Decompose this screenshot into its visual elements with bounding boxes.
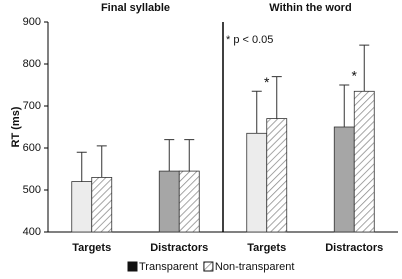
error-bar — [184, 139, 195, 172]
y-tick-label: 900 — [23, 16, 41, 28]
bar — [353, 90, 375, 233]
bar — [266, 118, 288, 233]
y-tick-label: 600 — [23, 142, 41, 154]
bar — [246, 132, 268, 233]
significance-mark: * — [264, 74, 270, 90]
error-bar — [251, 90, 262, 134]
bar — [91, 176, 113, 233]
legend-swatch — [203, 261, 214, 272]
bar — [158, 170, 180, 233]
annotation: * p < 0.05 — [226, 34, 273, 46]
group-label: Within the word — [269, 2, 351, 14]
legend-swatch — [127, 261, 138, 272]
legend-label: Transparent — [139, 261, 198, 273]
error-bar — [359, 44, 370, 92]
bar — [178, 170, 200, 233]
x-tick-label: Targets — [247, 242, 286, 254]
x-tick-label: Distractors — [325, 242, 383, 254]
group-label: Final syllable — [101, 2, 170, 14]
error-bar — [271, 76, 282, 119]
bar — [71, 181, 93, 233]
error-bar — [76, 151, 87, 182]
x-tick-label: Targets — [72, 242, 111, 254]
significance-mark: * — [352, 68, 358, 84]
x-tick-label: Distractors — [150, 242, 208, 254]
bar — [333, 126, 355, 233]
y-tick-label: 400 — [23, 226, 41, 238]
error-bar — [339, 84, 350, 127]
y-tick-label: 500 — [23, 184, 41, 196]
y-tick-label: 800 — [23, 58, 41, 70]
error-bar — [164, 139, 175, 172]
y-tick-label: 700 — [23, 100, 41, 112]
error-bar — [96, 145, 107, 178]
y-axis-label: RT (ms) — [10, 106, 22, 147]
legend-label: Non-transparent — [215, 261, 295, 273]
